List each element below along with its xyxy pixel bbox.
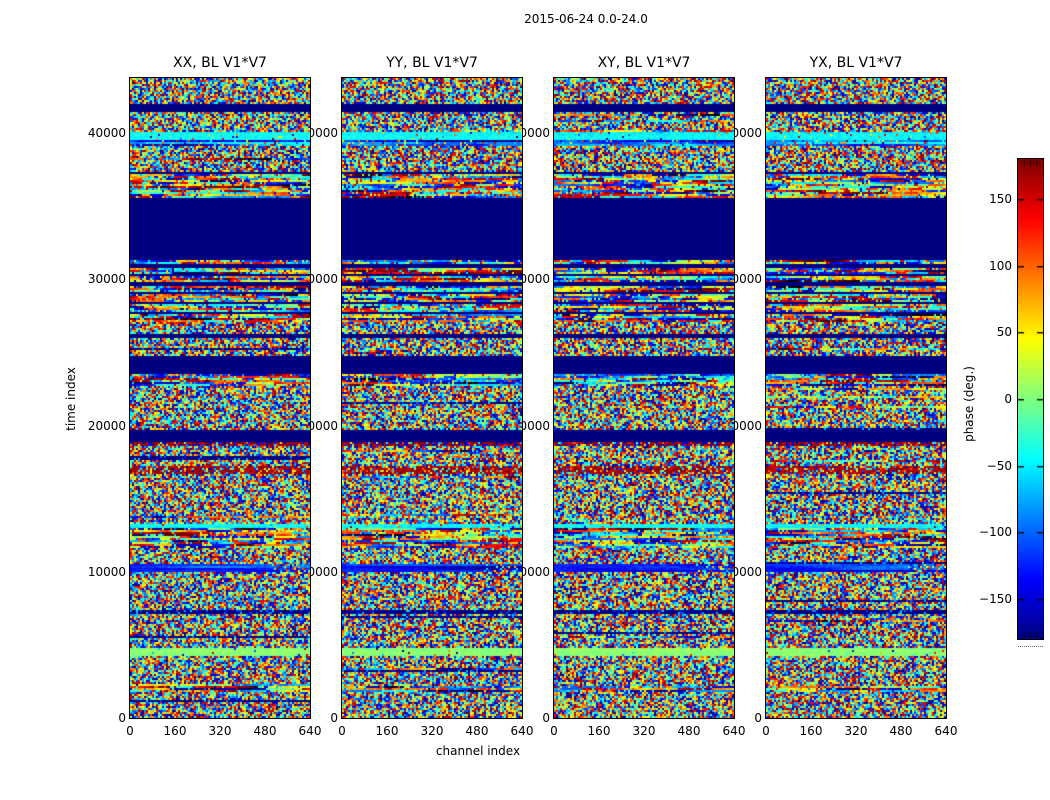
subplot-title: XX, BL V1*V7: [173, 55, 267, 71]
colorbar-tick-label: 0: [1004, 392, 1012, 406]
y-tick-label: 10000: [87, 564, 126, 579]
colorbar-tick-label: 50: [996, 325, 1012, 340]
heatmap-canvas: [765, 77, 947, 719]
y-tick-label: 20000: [87, 418, 126, 433]
colorbar-minor-ticks: [1018, 646, 1043, 647]
colorbar-tick-label: 100: [989, 258, 1012, 273]
x-tick-label: 480: [253, 724, 277, 738]
x-axis-label: channel index: [435, 744, 521, 758]
x-tick-label: 480: [677, 724, 701, 738]
figure-title: 2015-06-24 0.0-24.0: [524, 12, 648, 26]
x-tick-label: 320: [420, 724, 444, 738]
x-tick-label: 640: [510, 724, 534, 738]
colorbar-tick-label: 150: [989, 192, 1012, 206]
subplot-title: XY, BL V1*V7: [597, 55, 691, 71]
x-tick-label: 160: [163, 724, 187, 738]
heatmap-canvas: [553, 77, 735, 719]
y-tick-label: 0: [118, 711, 126, 725]
x-tick-label: 480: [889, 724, 913, 738]
x-tick-label: 0: [338, 724, 346, 738]
heatmap-canvas: [129, 77, 311, 719]
y-tick-label: 0: [330, 711, 338, 725]
y-tick-label: 30000: [87, 272, 126, 287]
x-tick-label: 640: [298, 724, 322, 738]
y-tick-label: 0: [754, 711, 762, 725]
x-tick-label: 640: [934, 724, 958, 738]
x-tick-label: 0: [762, 724, 770, 738]
x-tick-label: 320: [632, 724, 656, 738]
colorbar-tick-label: −100: [979, 525, 1012, 540]
subplot-title: YX, BL V1*V7: [809, 55, 903, 71]
colorbar-tick-label: −50: [986, 458, 1012, 473]
y-tick-label: 0: [542, 711, 550, 725]
x-tick-label: 320: [208, 724, 232, 738]
x-tick-label: 480: [465, 724, 489, 738]
x-tick-label: 160: [375, 724, 399, 738]
y-axis-label: time index: [64, 367, 78, 431]
x-tick-label: 160: [799, 724, 823, 738]
x-tick-label: 0: [126, 724, 134, 738]
y-tick-label: 40000: [87, 126, 126, 140]
heatmap-canvas: [341, 77, 523, 719]
colorbar-tick-label: −150: [979, 592, 1012, 606]
x-tick-label: 320: [844, 724, 868, 738]
x-tick-label: 160: [587, 724, 611, 738]
x-tick-label: 0: [550, 724, 558, 738]
x-tick-label: 640: [722, 724, 746, 738]
colorbar: [1017, 158, 1044, 640]
subplot-title: YY, BL V1*V7: [386, 55, 478, 71]
